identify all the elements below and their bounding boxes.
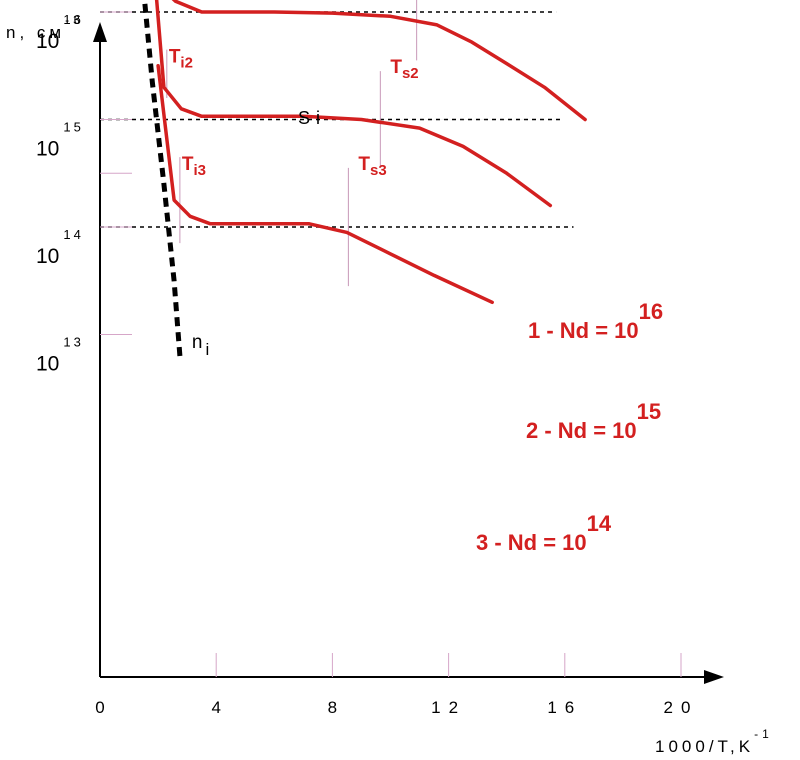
marker-label-s2: Ts2 bbox=[390, 57, 418, 82]
x-axis-label: 1000/T,K-1 bbox=[655, 727, 773, 756]
marker-label-i2: Ti2 bbox=[169, 47, 193, 72]
y-axis-arrow bbox=[93, 22, 107, 42]
ticks: 048121620101310141015101610171018 bbox=[36, 11, 699, 717]
series-line-3 bbox=[156, 64, 494, 305]
series-label-1: 1 - Nd = 1016 bbox=[528, 299, 663, 343]
y-tick-label: 1015 bbox=[36, 120, 84, 161]
x-tick-label: 12 bbox=[431, 698, 466, 717]
temperature-markers: Ti1Ti2Ti3Ts1Ts2Ts3 bbox=[166, 0, 419, 287]
marker-label-i3: Ti3 bbox=[182, 154, 206, 179]
x-tick-label: 20 bbox=[664, 698, 699, 717]
series-line-2 bbox=[154, 0, 553, 208]
series-label-2: 2 - Nd = 1015 bbox=[526, 399, 661, 443]
series-line-1 bbox=[171, 0, 587, 122]
curves: n i 1 - Nd = 1016 2 - Nd = 1015 3 - Nd = 101… bbox=[142, 0, 663, 555]
y-tick-label: 1013 bbox=[36, 335, 84, 376]
x-tick-label: 16 bbox=[547, 698, 582, 717]
intrinsic-line bbox=[142, 0, 183, 357]
axes bbox=[93, 22, 724, 684]
x-tick-label: 0 bbox=[95, 698, 104, 717]
x-axis-arrow bbox=[704, 670, 724, 684]
y-axis-label: n, см-3 bbox=[6, 13, 84, 42]
labels: n, см-3 1000/T,K-1 Si bbox=[6, 13, 773, 756]
y-tick-label: 1014 bbox=[36, 227, 84, 268]
x-axis-label-exponent: -1 bbox=[754, 727, 773, 741]
marker-label-s3: Ts3 bbox=[358, 154, 386, 179]
y-axis-label-exponent: -3 bbox=[65, 13, 84, 27]
y-tick-label: 1016 bbox=[36, 12, 84, 53]
reference-lines bbox=[100, 11, 574, 228]
x-tick-label: 8 bbox=[328, 698, 337, 717]
x-tick-label: 4 bbox=[211, 698, 220, 717]
material-label: Si bbox=[298, 108, 326, 128]
series-label-3: 3 - Nd = 1014 bbox=[476, 511, 612, 555]
